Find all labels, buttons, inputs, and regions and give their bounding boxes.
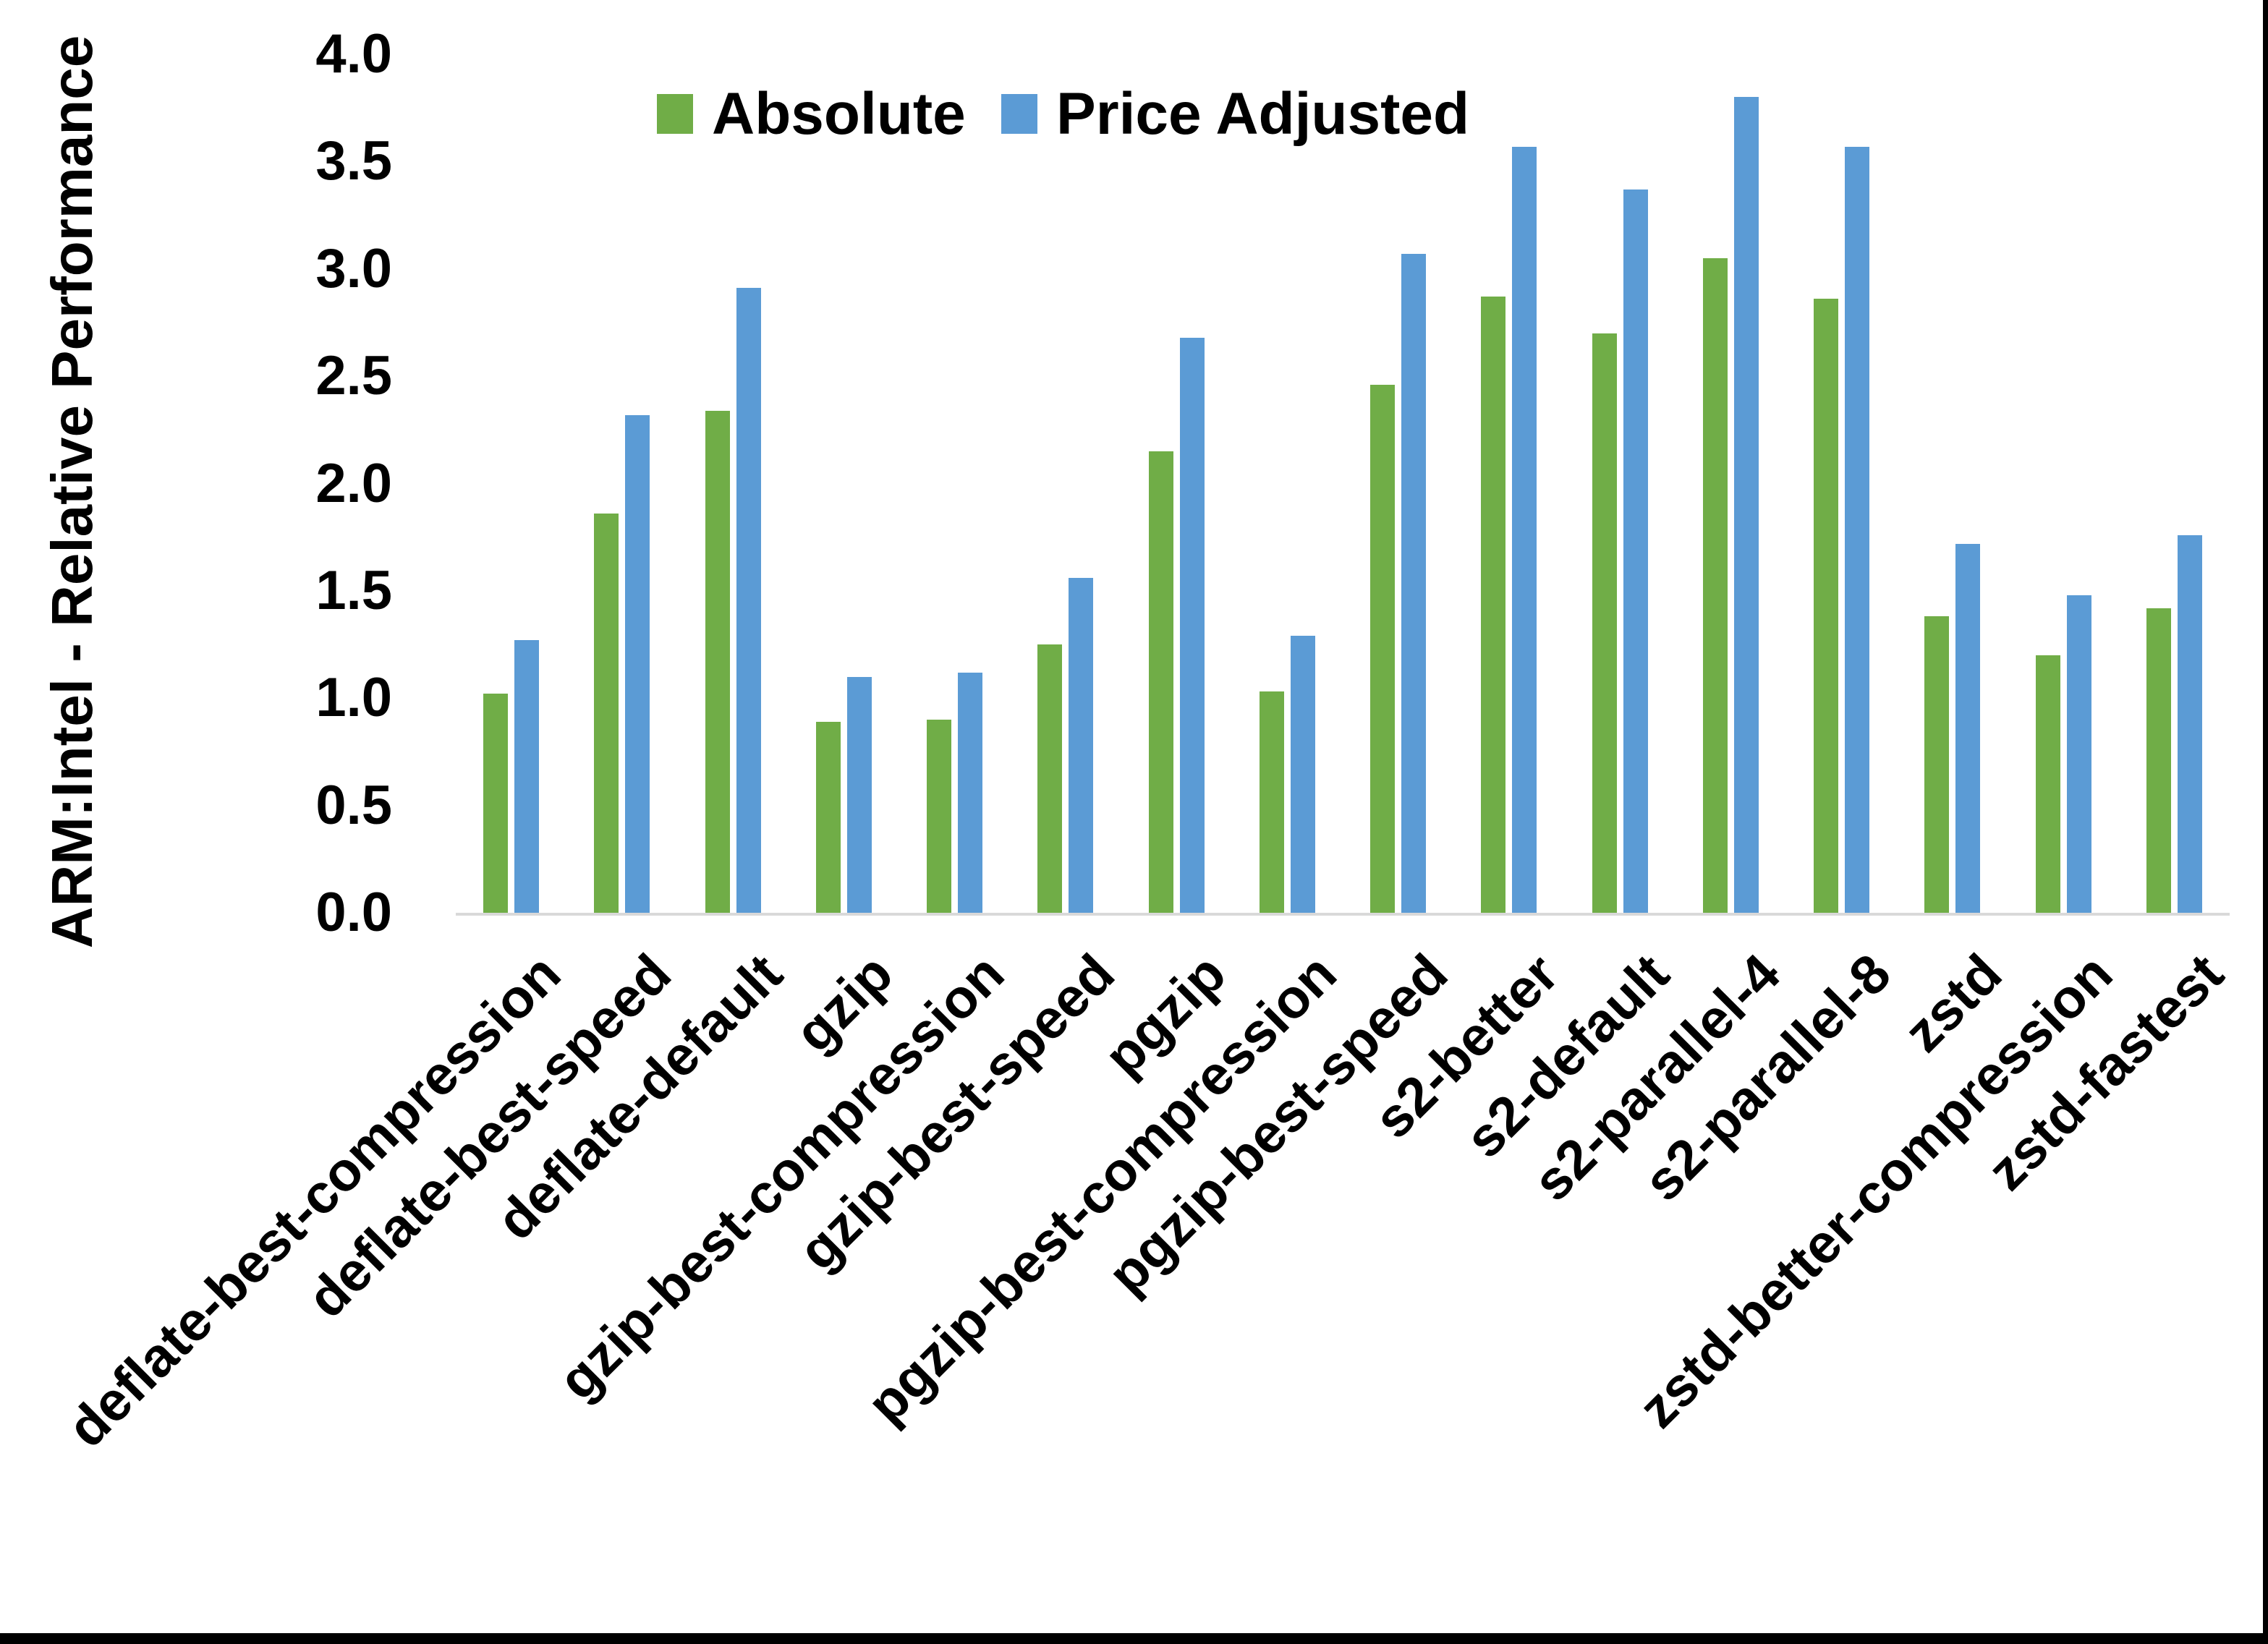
bar-absolute [1370,384,1396,913]
bar-price-adjusted [1290,636,1315,913]
bar-absolute [1037,644,1063,913]
price-adjusted-series-swatch-icon [1001,94,1037,134]
bar-price-adjusted [1955,543,1981,913]
bar-absolute [2035,655,2060,913]
bar-absolute [2146,608,2171,913]
bar-price-adjusted [1179,337,1205,913]
bar-price-adjusted [736,288,761,913]
bar-absolute [1592,333,1617,913]
y-tick-label: 0.5 [315,774,392,836]
bar-absolute [927,719,952,913]
bar-price-adjusted [514,640,540,913]
absolute-series-swatch-icon [657,94,693,134]
bar-price-adjusted [1401,253,1427,913]
y-tick-label: 0.0 [315,882,392,943]
bar-absolute [1148,451,1173,913]
bar-absolute [1481,297,1506,913]
bar-price-adjusted [958,672,983,913]
bar-absolute [1814,299,1839,913]
right-border [2263,0,2268,1644]
bar-price-adjusted [1733,97,1759,913]
y-tick-label: 3.0 [315,237,392,299]
y-tick-label: 2.5 [315,345,392,407]
legend-label-price-adjusted: Price Adjusted [1056,81,1470,147]
bar-price-adjusted [1069,578,1094,913]
y-tick-label: 4.0 [315,23,392,85]
bar-price-adjusted [1623,189,1648,913]
bar-absolute [594,514,619,913]
x-axis-line [456,913,2230,916]
bar-absolute [1702,257,1728,913]
bar-absolute [705,410,730,913]
y-axis-title: ARM:Intel - Relative Performance [40,35,104,949]
bar-price-adjusted [1512,146,1537,913]
bar-price-adjusted [625,414,650,913]
bar-price-adjusted [2066,595,2091,913]
bar-price-adjusted [1845,146,1870,913]
y-tick-label: 3.5 [315,130,392,192]
legend-item-absolute: Absolute [657,80,966,148]
y-tick-label: 1.0 [315,667,392,729]
y-tick-label: 2.0 [315,452,392,514]
bottom-border [0,1633,2268,1644]
legend-label-absolute: Absolute [712,81,966,147]
bar-price-adjusted [2177,534,2202,913]
bar-absolute [483,694,509,913]
bar-price-adjusted [846,676,872,913]
bar-absolute [1924,616,1950,913]
bar-absolute [815,721,841,913]
bar-absolute [1259,691,1284,913]
legend-item-price-adjusted: Price Adjusted [1001,80,1469,148]
y-tick-label: 1.5 [315,559,392,621]
